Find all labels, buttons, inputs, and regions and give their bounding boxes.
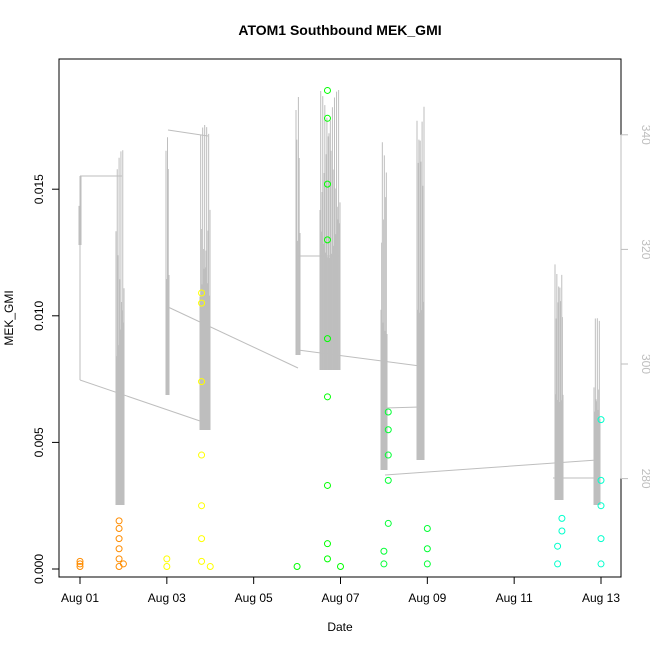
data-point bbox=[558, 514, 566, 522]
x-tick-label: Aug 11 bbox=[496, 591, 533, 605]
data-point bbox=[597, 476, 605, 484]
chart-title: ATOM1 Southbound MEK_GMI bbox=[238, 22, 441, 38]
data-point bbox=[384, 476, 392, 484]
y-axis: 0.000 0.005 0.010 0.015 bbox=[32, 174, 60, 584]
data-point bbox=[206, 562, 214, 570]
secondary-trace-segment bbox=[167, 306, 299, 369]
data-point bbox=[323, 555, 331, 563]
data-point bbox=[76, 562, 84, 570]
secondary-series bbox=[78, 90, 601, 505]
y-tick-label: 0.010 bbox=[32, 300, 46, 330]
x-axis-label: Date bbox=[327, 620, 353, 634]
secondary-trace-segment bbox=[384, 406, 421, 409]
data-point bbox=[597, 502, 605, 510]
data-point bbox=[323, 180, 331, 188]
data-point bbox=[323, 86, 331, 94]
data-point bbox=[384, 426, 392, 434]
data-point bbox=[163, 562, 171, 570]
data-point bbox=[115, 517, 123, 525]
data-point bbox=[293, 562, 301, 570]
data-point bbox=[597, 560, 605, 568]
data-point bbox=[198, 502, 206, 510]
data-point bbox=[423, 524, 431, 532]
data-point bbox=[198, 378, 206, 386]
data-point bbox=[323, 540, 331, 548]
data-point bbox=[554, 542, 562, 550]
data-point bbox=[323, 393, 331, 401]
data-point bbox=[323, 481, 331, 489]
y-tick-label: 0.000 bbox=[32, 554, 46, 584]
data-point bbox=[115, 555, 123, 563]
secondary-trace-segment bbox=[297, 349, 421, 367]
data-point bbox=[423, 545, 431, 553]
data-point bbox=[76, 557, 84, 565]
data-point bbox=[119, 560, 127, 568]
data-point bbox=[384, 451, 392, 459]
x-tick-label: Aug 07 bbox=[321, 591, 359, 605]
data-point bbox=[198, 451, 206, 459]
right-tick-label: 300 bbox=[639, 354, 650, 374]
data-point bbox=[323, 335, 331, 343]
data-point bbox=[323, 236, 331, 244]
x-tick-label: Aug 13 bbox=[582, 591, 620, 605]
right-tick-label: 280 bbox=[639, 469, 650, 489]
data-point bbox=[384, 408, 392, 416]
data-point bbox=[423, 560, 431, 568]
x-tick-label: Aug 01 bbox=[61, 591, 99, 605]
data-point bbox=[198, 289, 206, 297]
data-point bbox=[380, 547, 388, 555]
data-point bbox=[337, 562, 345, 570]
data-point bbox=[198, 535, 206, 543]
secondary-trace-segment bbox=[79, 379, 201, 422]
y-tick-label: 0.015 bbox=[32, 174, 46, 204]
data-point bbox=[163, 555, 171, 563]
data-point bbox=[323, 114, 331, 122]
data-point bbox=[198, 299, 206, 307]
x-tick-label: Aug 03 bbox=[148, 591, 186, 605]
data-points bbox=[76, 86, 605, 570]
data-point bbox=[384, 519, 392, 527]
data-point bbox=[380, 560, 388, 568]
data-point bbox=[115, 524, 123, 532]
data-point bbox=[558, 527, 566, 535]
x-axis: Aug 01 Aug 03 Aug 05 Aug 07 Aug 09 Aug 11 Aug … bbox=[61, 576, 620, 605]
data-point bbox=[115, 535, 123, 543]
y-tick-label: 0.005 bbox=[32, 427, 46, 457]
secondary-trace-segment bbox=[167, 129, 209, 137]
data-point bbox=[597, 416, 605, 424]
right-tick-label: 320 bbox=[639, 239, 650, 259]
data-point bbox=[554, 560, 562, 568]
y-axis-label: MEK_GMI bbox=[2, 290, 16, 345]
data-point bbox=[198, 557, 206, 565]
data-point bbox=[76, 560, 84, 568]
data-point bbox=[597, 535, 605, 543]
x-tick-label: Aug 05 bbox=[235, 591, 273, 605]
right-axis: 280 300 320 340 bbox=[620, 125, 650, 489]
right-tick-label: 340 bbox=[639, 125, 650, 145]
data-point bbox=[115, 545, 123, 553]
x-tick-label: Aug 09 bbox=[408, 591, 446, 605]
